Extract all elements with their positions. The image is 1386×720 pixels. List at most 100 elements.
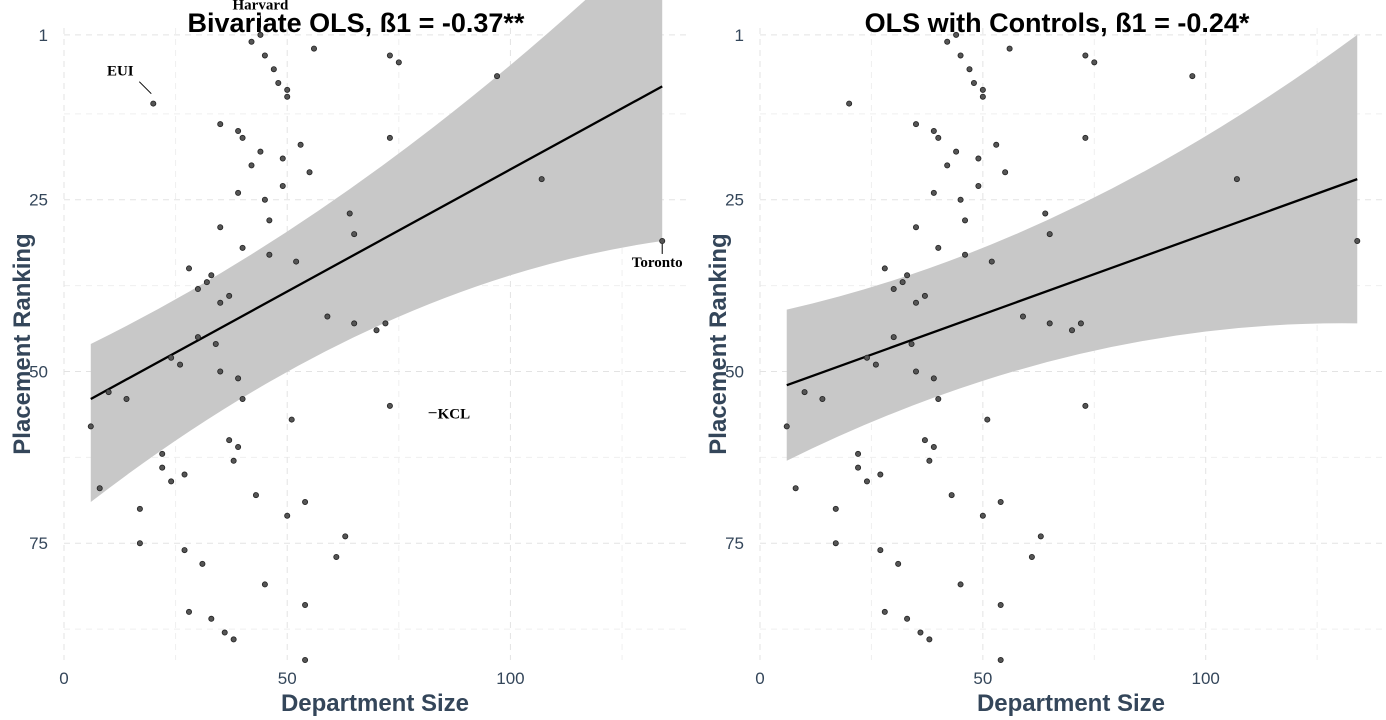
- data-point: [801, 389, 808, 396]
- data-point: [230, 636, 237, 643]
- data-point: [252, 492, 259, 499]
- data-point: [194, 334, 201, 341]
- data-point: [185, 608, 192, 615]
- data-point: [921, 437, 928, 444]
- data-point: [230, 457, 237, 464]
- data-point: [105, 389, 112, 396]
- data-point: [212, 340, 219, 347]
- data-point: [926, 457, 933, 464]
- y-axis-title: Placement Ranking: [705, 233, 732, 454]
- data-point: [979, 512, 986, 519]
- data-point: [953, 148, 960, 155]
- data-point: [306, 169, 313, 176]
- data-point: [953, 31, 960, 38]
- data-point: [846, 100, 853, 107]
- data-point: [930, 189, 937, 196]
- data-point: [226, 437, 233, 444]
- data-point: [979, 93, 986, 100]
- data-point: [877, 471, 884, 478]
- data-point: [1002, 169, 1009, 176]
- data-point: [382, 320, 389, 327]
- data-point: [235, 128, 242, 135]
- data-point: [948, 492, 955, 499]
- data-point: [988, 258, 995, 265]
- fit-line: [90, 85, 663, 400]
- data-point: [1233, 176, 1240, 183]
- y-tick-label: 1: [735, 26, 744, 45]
- data-point: [1046, 320, 1053, 327]
- data-point: [1354, 237, 1361, 244]
- data-point: [908, 340, 915, 347]
- data-point: [975, 155, 982, 162]
- data-point: [217, 121, 224, 128]
- data-point: [819, 395, 826, 402]
- x-axis-title: Department Size: [281, 690, 469, 717]
- data-point: [288, 416, 295, 423]
- data-point: [199, 560, 206, 567]
- data-point: [993, 141, 1000, 148]
- data-points: [783, 31, 1361, 664]
- data-point: [310, 45, 317, 52]
- data-point: [261, 196, 268, 203]
- data-point: [261, 581, 268, 588]
- data-point: [239, 395, 246, 402]
- data-point: [1077, 320, 1084, 327]
- data-point: [248, 162, 255, 169]
- data-point: [226, 292, 233, 299]
- confidence-band-area: [90, 0, 663, 502]
- data-point: [872, 361, 879, 368]
- data-point: [266, 217, 273, 224]
- x-tick-label: 0: [755, 669, 764, 688]
- data-point: [899, 279, 906, 286]
- data-point: [926, 636, 933, 643]
- data-point: [159, 464, 166, 471]
- data-point: [185, 265, 192, 272]
- y-tick-label: 75: [725, 534, 744, 553]
- data-point: [863, 354, 870, 361]
- data-point: [239, 134, 246, 141]
- data-point: [177, 361, 184, 368]
- annotation-label: KCL: [438, 407, 471, 423]
- data-point: [208, 272, 215, 279]
- data-point: [159, 450, 166, 457]
- data-point: [373, 327, 380, 334]
- chart-title: Bivariate OLS, ß1 = -0.37**: [188, 8, 525, 38]
- data-point: [957, 196, 964, 203]
- data-point: [792, 485, 799, 492]
- data-point: [944, 162, 951, 169]
- data-point: [997, 498, 1004, 505]
- data-point: [1069, 327, 1076, 334]
- data-point: [1082, 134, 1089, 141]
- data-point: [904, 615, 911, 622]
- data-point: [261, 52, 268, 59]
- data-point: [302, 498, 309, 505]
- y-tick-label: 25: [725, 191, 744, 210]
- data-point: [302, 657, 309, 664]
- fit-line: [786, 178, 1358, 387]
- data-point: [235, 189, 242, 196]
- data-point: [930, 375, 937, 382]
- data-point: [930, 128, 937, 135]
- confidence-band: [786, 34, 1358, 461]
- x-axis-title: Department Size: [977, 690, 1165, 717]
- data-point: [235, 375, 242, 382]
- data-point: [494, 73, 501, 80]
- data-point: [221, 629, 228, 636]
- data-point: [136, 540, 143, 547]
- confidence-band-area: [786, 34, 1358, 461]
- data-point: [984, 416, 991, 423]
- data-point: [248, 38, 255, 45]
- data-point: [917, 629, 924, 636]
- panel-ols-with-controls: 0 50 100 1 25 50 75 OLS with Controls, ß1 = -0…: [705, 8, 1384, 717]
- data-point: [302, 602, 309, 609]
- data-point: [921, 292, 928, 299]
- tick-labels: 0 50 100 1 25 50 75: [29, 26, 525, 688]
- data-point: [168, 354, 175, 361]
- data-point: [930, 444, 937, 451]
- data-point: [270, 66, 277, 73]
- data-point: [235, 444, 242, 451]
- data-point: [279, 155, 286, 162]
- data-point: [284, 93, 291, 100]
- data-point: [855, 464, 862, 471]
- data-point: [293, 258, 300, 265]
